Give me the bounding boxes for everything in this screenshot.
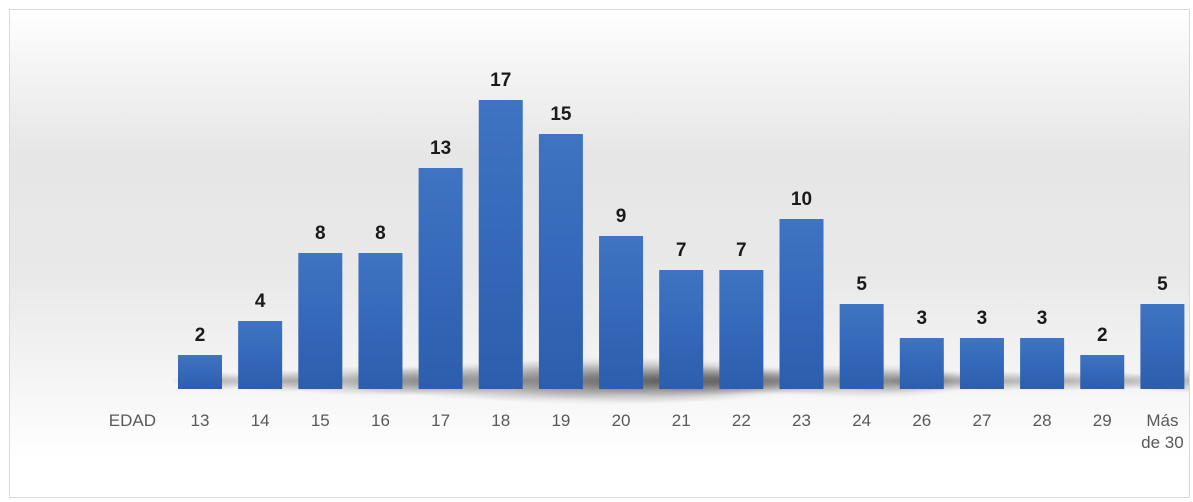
data-label: 9 [616,206,627,227]
data-label: 10 [791,189,812,210]
bar-21 [659,270,704,389]
data-label: 3 [1037,308,1048,329]
bar-26 [899,338,944,389]
x-tick-label: 22 [732,411,751,430]
data-label: 7 [736,240,747,261]
x-axis-title: EDAD [109,411,156,430]
data-label: 2 [195,325,206,346]
data-label: 2 [1097,325,1108,346]
chart-area: 2 4 8 8 13 17 15 9 7 7 10 5 3 3 3 2 5 EDAD 13 14 15 16 17 18 1… [9,9,1190,498]
x-tick-label: 24 [852,411,871,430]
data-label: 15 [550,104,572,125]
x-tick-label: 27 [972,411,991,430]
bar-más-de-30 [1140,304,1185,389]
x-tick-label: 13 [191,411,210,430]
bar-27 [959,338,1004,389]
bar-18 [478,100,523,389]
x-tick-label: 18 [491,411,510,430]
bars [178,100,1185,389]
x-tick-label: 26 [912,411,931,430]
data-label: 17 [490,70,511,91]
data-label: 8 [315,223,326,244]
data-label: 5 [856,274,867,295]
data-label: 8 [375,223,386,244]
bar-24 [839,304,884,389]
x-tick-label: 23 [792,411,811,430]
bar-17 [418,168,463,389]
x-tick-label: 21 [672,411,691,430]
bar-22 [719,270,764,389]
bar-20 [599,236,644,389]
x-axis-ticks: EDAD 13 14 15 16 17 18 19 20 21 22 23 24 26 27 28 29 Más… [109,411,1184,452]
data-label: 7 [676,240,687,261]
data-label: 5 [1157,274,1168,295]
bar-23 [779,219,824,389]
data-label: 4 [255,291,266,312]
data-label: 13 [430,138,451,159]
bar-29 [1080,355,1125,389]
x-tick-label: Más de 30 [1141,411,1184,452]
x-tick-label: 16 [371,411,390,430]
x-tick-label: 19 [551,411,570,430]
bar-13 [178,355,222,389]
bar-15 [298,253,343,389]
x-tick-label: 14 [251,411,270,430]
bar-14 [238,321,283,389]
x-tick-label: 15 [311,411,330,430]
x-tick-label: 28 [1033,411,1052,430]
data-label: 3 [917,308,928,329]
x-tick-label: 20 [612,411,631,430]
data-labels: 2 4 8 8 13 17 15 9 7 7 10 5 3 3 3 2 5 [195,70,1168,346]
x-tick-label: 17 [431,411,450,430]
bar-16 [358,253,403,389]
x-tick-label: 29 [1093,411,1112,430]
bar-19 [538,134,583,389]
data-label: 3 [977,308,988,329]
bar-28 [1020,338,1065,389]
